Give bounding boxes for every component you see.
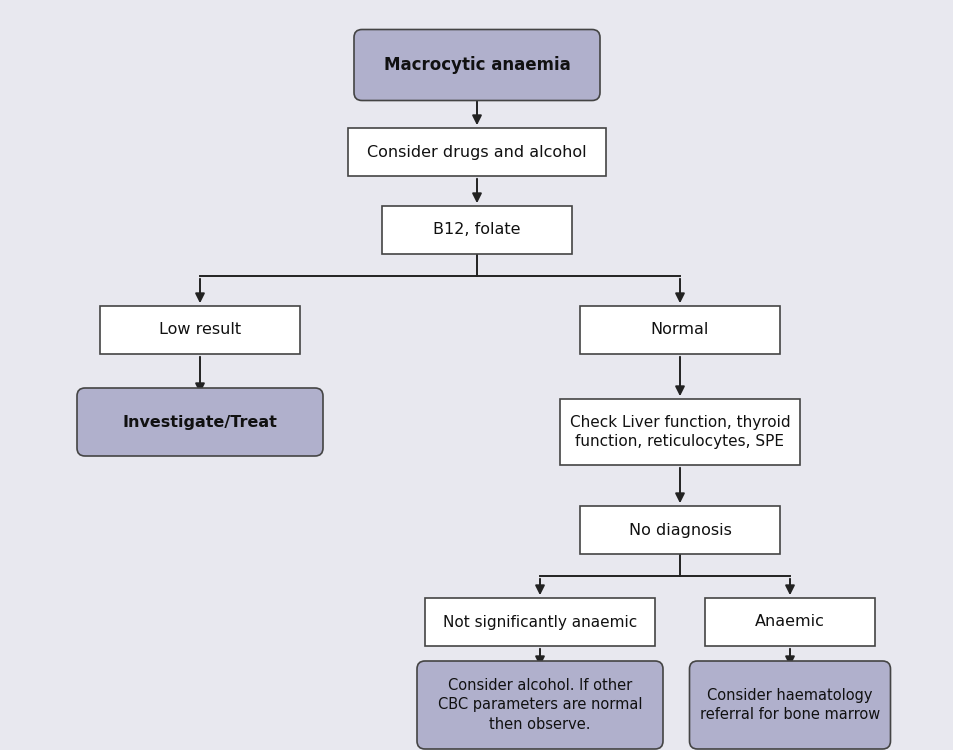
FancyBboxPatch shape <box>689 661 889 749</box>
Text: B12, folate: B12, folate <box>433 223 520 238</box>
FancyBboxPatch shape <box>559 399 800 465</box>
FancyBboxPatch shape <box>579 306 780 354</box>
Text: Check Liver function, thyroid
function, reticulocytes, SPE: Check Liver function, thyroid function, … <box>569 415 789 449</box>
FancyBboxPatch shape <box>381 206 572 254</box>
Text: Investigate/Treat: Investigate/Treat <box>122 415 277 430</box>
Text: Macrocytic anaemia: Macrocytic anaemia <box>383 56 570 74</box>
Text: Consider drugs and alcohol: Consider drugs and alcohol <box>367 145 586 160</box>
FancyBboxPatch shape <box>704 598 874 646</box>
Text: Consider alcohol. If other
CBC parameters are normal
then observe.: Consider alcohol. If other CBC parameter… <box>437 678 641 732</box>
FancyBboxPatch shape <box>424 598 655 646</box>
FancyBboxPatch shape <box>100 306 299 354</box>
Text: Anaemic: Anaemic <box>754 614 824 629</box>
Text: No diagnosis: No diagnosis <box>628 523 731 538</box>
FancyBboxPatch shape <box>77 388 323 456</box>
Text: Low result: Low result <box>159 322 241 338</box>
Text: Consider haematology
referral for bone marrow: Consider haematology referral for bone m… <box>700 688 880 722</box>
FancyBboxPatch shape <box>416 661 662 749</box>
FancyBboxPatch shape <box>354 29 599 100</box>
FancyBboxPatch shape <box>579 506 780 554</box>
Text: Normal: Normal <box>650 322 708 338</box>
FancyBboxPatch shape <box>348 128 605 176</box>
Text: Not significantly anaemic: Not significantly anaemic <box>442 614 637 629</box>
